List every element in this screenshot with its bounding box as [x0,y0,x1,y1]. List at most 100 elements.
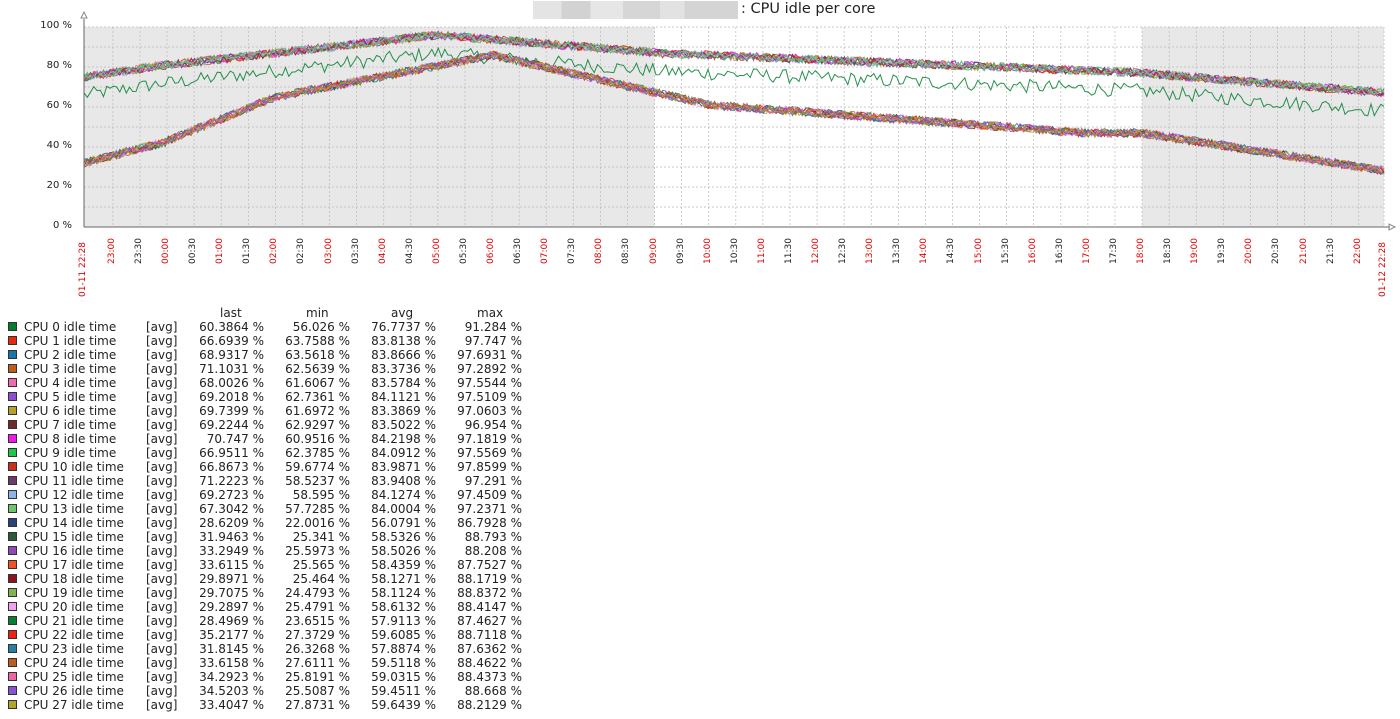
legend-avg: 83.5022 % [371,418,436,432]
x-tick-label: 06:30 [513,237,524,264]
legend-swatch [8,420,17,429]
legend-function: [avg] [146,614,178,628]
x-tick-label: 06:00 [486,237,497,264]
legend-series-name: CPU 12 idle time [24,488,124,502]
legend-function: [avg] [146,530,178,544]
legend-min: 25.5973 % [285,544,350,558]
legend-swatch [8,700,17,709]
legend-max: 88.793 % [464,530,522,544]
legend-max: 97.8599 % [457,460,522,474]
legend-swatch [8,574,17,583]
x-tick-label: 20:30 [1271,237,1282,264]
legend-max: 86.7928 % [457,516,522,530]
legend-max: 88.668 % [464,684,522,698]
legend-min: 58.5237 % [285,474,350,488]
legend-last: 69.2244 % [199,418,264,432]
x-tick-label: 19:00 [1190,237,1201,264]
x-tick-label: 03:00 [323,237,334,264]
legend-last: 28.6209 % [199,516,264,530]
legend-swatch [8,322,17,331]
legend-function: [avg] [146,390,178,404]
legend-min: 27.8731 % [285,698,350,712]
x-tick-label: 02:30 [296,237,307,264]
legend-min: 62.7361 % [285,390,350,404]
legend-min: 56.026 % [292,320,350,334]
legend-max: 88.4622 % [457,656,522,670]
legend-avg: 83.3869 % [371,404,436,418]
legend-avg: 84.0004 % [371,502,436,516]
legend-last: 71.2223 % [199,474,264,488]
legend-max: 88.4373 % [457,670,522,684]
x-tick-label: 17:30 [1108,237,1119,264]
legend-max: 88.8372 % [457,586,522,600]
legend-min: 25.464 % [292,572,350,586]
legend-function: [avg] [146,670,178,684]
legend-max: 97.0603 % [457,404,522,418]
x-tick-label: 05:00 [431,237,442,264]
legend-series-name: CPU 21 idle time [24,614,124,628]
legend-series-name: CPU 26 idle time [24,684,124,698]
legend-min: 63.7588 % [285,334,350,348]
legend-function: [avg] [146,684,178,698]
y-axis-arrow [80,10,88,19]
legend-series-name: CPU 20 idle time [24,600,124,614]
legend-series-name: CPU 24 idle time [24,656,124,670]
legend-max: 88.208 % [464,544,522,558]
legend-last: 69.2018 % [199,390,264,404]
x-tick-label: 17:00 [1081,237,1092,264]
legend-min: 25.5087 % [285,684,350,698]
x-tick-label: 21:30 [1325,237,1336,264]
y-tick-label: 0 % [52,220,72,231]
legend-min: 25.4791 % [285,600,350,614]
legend-swatch [8,378,17,387]
x-tick-label: 02:00 [269,237,280,264]
y-tick-label: 100 % [40,20,72,31]
legend-function: [avg] [146,516,178,530]
x-tick-label: 15:30 [1000,237,1011,264]
series-lines [83,30,1385,176]
legend-swatch [8,336,17,345]
legend-max: 87.7527 % [457,558,522,572]
x-tick-label: 10:30 [729,237,740,264]
legend-header-avg: avg [391,306,414,320]
legend-function: [avg] [146,362,178,376]
x-tick-label: 10:00 [702,237,713,264]
legend-max: 97.5569 % [457,446,522,460]
legend-function: [avg] [146,698,178,712]
legend-last: 34.5203 % [199,684,264,698]
legend-avg: 57.8874 % [371,642,436,656]
legend-avg: 59.4511 % [371,684,436,698]
legend-min: 61.6972 % [285,404,350,418]
legend-swatch [8,644,17,653]
legend-max: 88.7118 % [457,628,522,642]
legend-swatch [8,518,17,527]
x-tick-label: 08:00 [594,237,605,264]
legend-swatch [8,658,17,667]
x-tick-label: 11:00 [756,237,767,264]
legend-min: 25.341 % [292,530,350,544]
y-tick-label: 20 % [46,180,72,191]
legend-swatch [8,476,17,485]
legend-last: 34.2923 % [199,670,264,684]
legend-function: [avg] [146,558,178,572]
legend-max: 91.284 % [464,320,522,334]
legend-last: 68.9317 % [199,348,264,362]
legend-avg: 58.1271 % [371,572,436,586]
legend-swatch [8,672,17,681]
x-tick-label: 04:30 [404,237,415,264]
legend-min: 27.3729 % [285,628,350,642]
legend-series-name: CPU 17 idle time [24,558,124,572]
legend-swatch [8,686,17,695]
legend-function: [avg] [146,544,178,558]
legend-function: [avg] [146,502,178,516]
legend-swatch [8,364,17,373]
legend-last: 33.6158 % [199,656,264,670]
x-tick-label: 13:30 [892,237,903,264]
legend-header-last: last [220,306,242,320]
legend-series-name: CPU 5 idle time [24,390,117,404]
legend-avg: 83.3736 % [371,362,436,376]
legend-avg: 59.5118 % [371,656,436,670]
legend-swatch [8,560,17,569]
legend-function: [avg] [146,320,178,334]
legend-avg: 83.5784 % [371,376,436,390]
